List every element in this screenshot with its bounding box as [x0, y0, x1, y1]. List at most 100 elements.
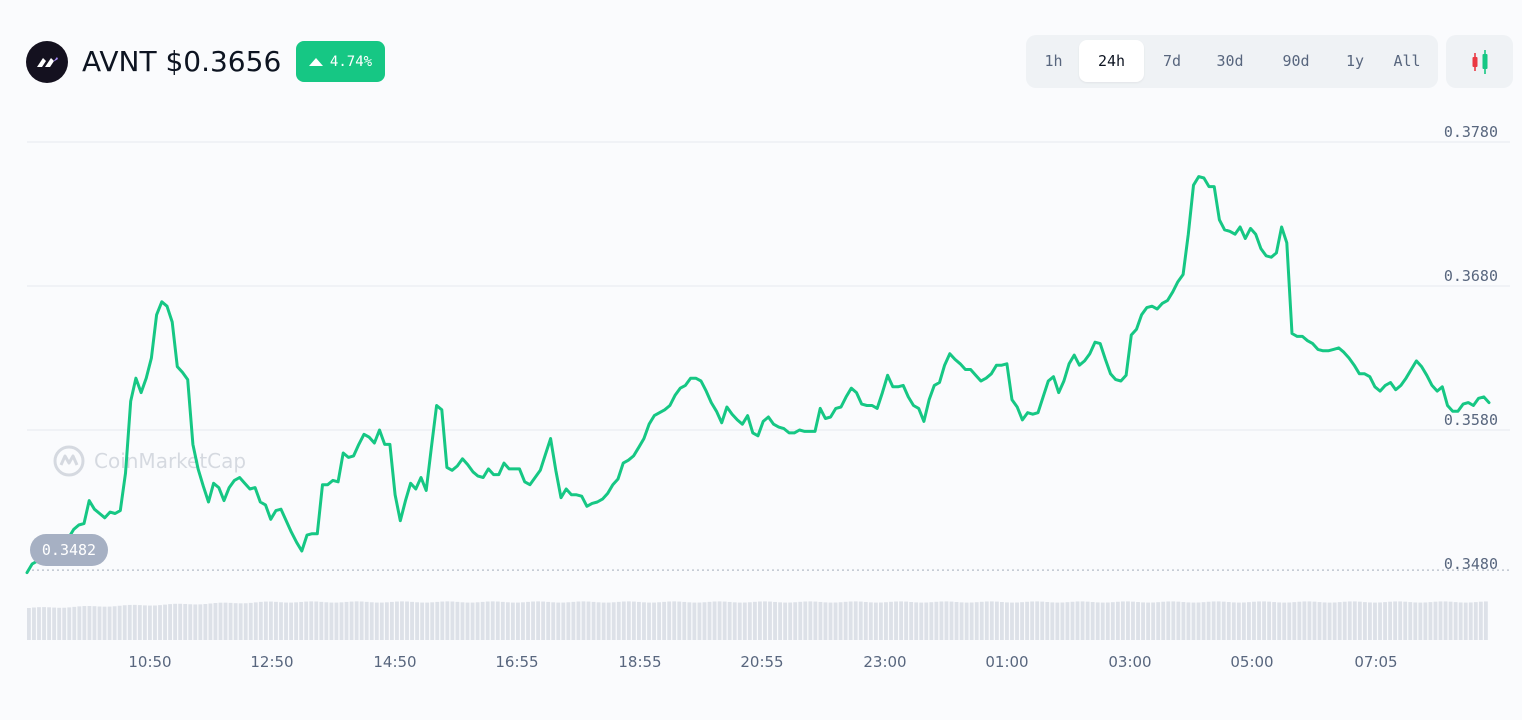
volume-bar	[359, 601, 364, 640]
volume-bar	[742, 602, 747, 640]
volume-bar	[82, 606, 87, 640]
volume-bar	[687, 602, 692, 640]
volume-bar	[1241, 602, 1246, 640]
y-tick-label: 0.3780	[1444, 123, 1498, 141]
volume-bar	[1342, 601, 1347, 640]
volume-bar	[274, 601, 278, 640]
volume-bar	[1398, 601, 1403, 640]
volume-bar	[516, 602, 520, 640]
y-axis-labels: 0.3780 0.3680 0.3580 0.3480	[1444, 123, 1498, 573]
volume-bar	[873, 602, 878, 640]
volume-bar	[974, 602, 979, 640]
volume-bar	[500, 601, 505, 640]
volume-bar	[531, 601, 535, 640]
volume-bar	[979, 601, 984, 640]
volume-bar	[1257, 601, 1261, 640]
volume-bar	[223, 602, 228, 640]
tab-24h[interactable]: 24h	[1079, 40, 1144, 82]
x-tick-label: 10:50	[128, 653, 171, 671]
chart-header: AVNT $0.3656 4.74% 1h 24h 7d 30d 90d 1y …	[0, 0, 1522, 110]
volume-bar	[652, 602, 656, 640]
avnt-logo-icon	[26, 41, 68, 83]
candlestick-toggle-button[interactable]	[1446, 35, 1513, 88]
volume-bar	[1468, 602, 1473, 640]
volume-bar	[425, 602, 430, 640]
volume-bar	[1231, 602, 1236, 640]
volume-bar	[561, 602, 566, 640]
volume-bar	[566, 602, 571, 640]
volume-bar	[374, 602, 379, 640]
volume-bar	[1211, 601, 1216, 640]
volume-bar	[243, 603, 248, 640]
volume-bar	[1362, 602, 1367, 640]
volume-bar	[727, 601, 732, 640]
volume-bar	[909, 601, 914, 640]
volume-bar	[1317, 602, 1322, 640]
x-tick-label: 23:00	[863, 653, 906, 671]
volume-bar	[1352, 601, 1357, 640]
volume-bar	[737, 602, 742, 640]
volume-bar	[42, 607, 46, 640]
volume-bar	[480, 601, 485, 640]
y-tick-label: 0.3480	[1444, 555, 1498, 573]
volume-bar	[67, 607, 72, 640]
volume-bar	[1005, 602, 1009, 640]
volume-bar	[198, 604, 203, 640]
volume-bar	[692, 602, 697, 640]
volume-bar	[1015, 602, 1019, 640]
volume-bar	[919, 602, 924, 640]
volume-bar	[1277, 602, 1282, 640]
volume-bar	[1171, 601, 1176, 640]
tab-1h[interactable]: 1h	[1044, 52, 1063, 70]
reference-pill-label: 0.3482	[42, 541, 96, 559]
volume-bar	[1065, 602, 1070, 640]
volume-bar	[158, 605, 162, 640]
volume-bar	[369, 602, 374, 640]
volume-bar	[72, 606, 77, 640]
volume-bar	[122, 605, 127, 640]
volume-bar	[1393, 601, 1398, 640]
volume-bar	[783, 602, 788, 640]
volume-bar	[576, 601, 581, 640]
reference-pill-bg	[30, 534, 108, 566]
volume-bar	[677, 601, 682, 640]
volume-bar	[1060, 602, 1065, 640]
volume-bar	[637, 601, 641, 640]
volume-bar	[1307, 601, 1312, 640]
tab-1y[interactable]: 1y	[1345, 52, 1365, 70]
volume-bar	[52, 607, 57, 640]
volume-bar	[1423, 602, 1428, 640]
volume-bar	[1010, 602, 1014, 640]
volume-bar	[147, 605, 152, 640]
volume-bar	[1272, 602, 1277, 640]
price-series	[25, 175, 1491, 575]
volume-bar	[924, 602, 929, 640]
volume-bar	[758, 601, 762, 640]
x-tick-label: 14:50	[373, 653, 416, 671]
volume-bar	[702, 602, 707, 640]
tab-all[interactable]: All	[1393, 52, 1421, 70]
volume-bar	[1473, 602, 1478, 640]
volume-bar	[1378, 602, 1382, 640]
volume-bar	[969, 602, 974, 640]
volume-bar	[62, 607, 67, 640]
tab-7d[interactable]: 7d	[1162, 52, 1182, 70]
volume-bar	[1050, 602, 1055, 640]
avnt-logo-mark	[37, 57, 58, 67]
tab-90d[interactable]: 90d	[1282, 52, 1310, 70]
volume-bar	[218, 602, 223, 640]
y-tick-label: 0.3580	[1444, 411, 1498, 429]
volume-bar	[989, 601, 994, 640]
volume-bar	[107, 606, 112, 640]
volume-bar	[173, 603, 178, 640]
volume-bar	[228, 602, 233, 640]
volume-bar	[1040, 601, 1045, 640]
volume-bar	[1181, 602, 1186, 640]
volume-bar	[1030, 601, 1035, 640]
volume-bar	[611, 602, 616, 640]
volume-bar	[1206, 601, 1211, 640]
volume-bar	[1126, 601, 1130, 640]
volume-bar	[556, 602, 561, 640]
tab-30d[interactable]: 30d	[1216, 52, 1244, 70]
volume-bar	[349, 601, 354, 640]
